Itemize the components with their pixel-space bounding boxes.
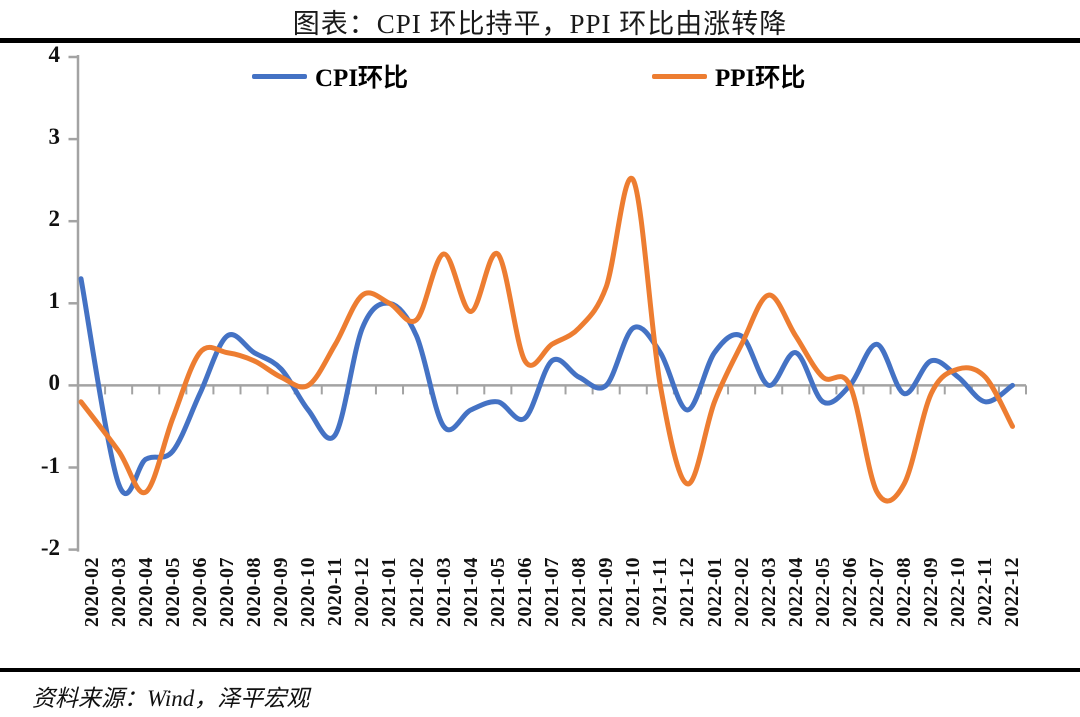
x-tick-label: 2022-04 bbox=[784, 557, 807, 628]
y-tick-label: -2 bbox=[40, 534, 60, 560]
y-tick-label: 2 bbox=[48, 206, 61, 232]
x-tick-label: 2022-06 bbox=[838, 557, 861, 628]
x-tick-label: 2022-08 bbox=[893, 557, 916, 628]
x-tick-label: 2021-06 bbox=[513, 557, 536, 628]
x-tick-label: 2022-09 bbox=[920, 557, 943, 628]
x-tick-label: 2021-03 bbox=[432, 557, 455, 628]
x-tick-label: 2022-02 bbox=[730, 557, 753, 628]
x-tick-label: 2021-01 bbox=[378, 557, 401, 628]
x-tick-label: 2020-02 bbox=[80, 557, 103, 628]
y-tick-label: 1 bbox=[48, 288, 61, 314]
x-tick-label: 2020-08 bbox=[243, 557, 266, 628]
x-tick-label: 2021-10 bbox=[622, 557, 645, 628]
x-tick-label: 2020-03 bbox=[107, 557, 130, 628]
legend-label-ppi: PPI环比 bbox=[715, 65, 806, 92]
x-tick-label: 2022-01 bbox=[703, 557, 726, 628]
bottom-divider-rule bbox=[0, 668, 1080, 672]
x-tick-label: 2021-12 bbox=[676, 557, 699, 628]
x-tick-label: 2020-11 bbox=[324, 557, 347, 627]
x-tick-label: 2020-04 bbox=[134, 557, 157, 628]
x-tick-label: 2020-07 bbox=[215, 557, 238, 628]
x-tick-label: 2022-11 bbox=[974, 557, 997, 627]
x-tick-label: 2020-10 bbox=[297, 557, 320, 628]
x-tick-label: 2021-07 bbox=[541, 557, 563, 628]
y-tick-label: 0 bbox=[48, 370, 61, 396]
x-tick-label: 2022-10 bbox=[947, 557, 970, 628]
legend-label-cpi: CPI环比 bbox=[315, 65, 409, 92]
x-tick-label: 2022-12 bbox=[1001, 557, 1024, 628]
x-tick-label: 2021-11 bbox=[649, 557, 672, 627]
top-divider-rule bbox=[0, 38, 1080, 43]
x-tick-label: 2022-03 bbox=[757, 557, 780, 628]
x-tick-label: 2020-09 bbox=[270, 557, 293, 628]
x-tick-label: 2020-12 bbox=[351, 557, 374, 628]
cpi-line-swatch-icon bbox=[252, 74, 307, 79]
x-tick-label: 2021-04 bbox=[459, 557, 482, 628]
y-tick-label: -1 bbox=[40, 452, 60, 478]
x-tick-label: 2022-07 bbox=[866, 557, 889, 628]
ppi-data-line bbox=[78, 175, 1015, 504]
ppi-line-swatch-icon bbox=[652, 74, 707, 79]
x-tick-label: 2021-09 bbox=[595, 557, 618, 628]
x-tick-label: 2020-06 bbox=[188, 557, 211, 628]
x-tick-label: 2021-02 bbox=[405, 557, 428, 628]
x-tick-label: 2022-05 bbox=[811, 557, 834, 628]
data-source-note: 资料来源：Wind，泽平宏观 bbox=[32, 686, 310, 711]
x-tick-label: 2020-05 bbox=[161, 557, 184, 628]
x-tick-label: 2021-08 bbox=[568, 557, 591, 628]
y-tick-label: 4 bbox=[48, 42, 61, 67]
y-tick-label: 3 bbox=[48, 124, 61, 150]
x-tick-label: 2021-05 bbox=[486, 557, 509, 628]
chart-title: 图表：CPI 环比持平，PPI 环比由涨转降 bbox=[292, 9, 788, 39]
